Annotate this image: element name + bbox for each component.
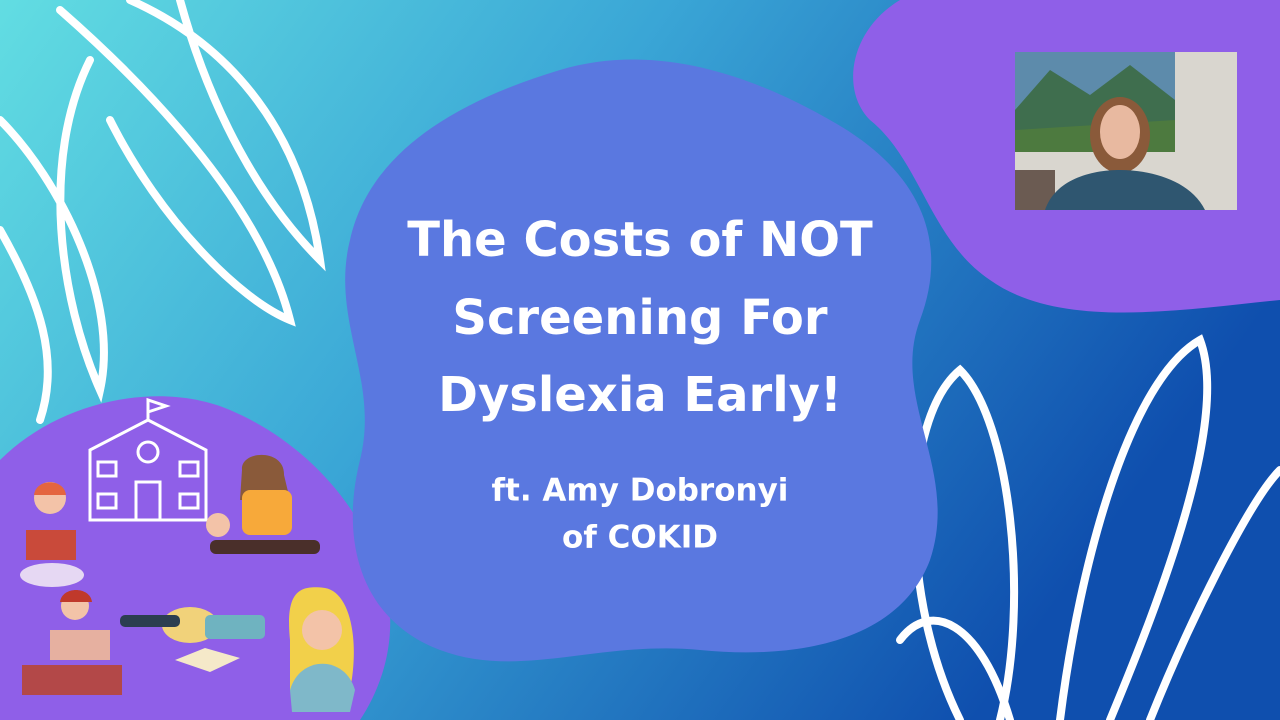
title: The Costs of NOT Screening For Dyslexia … bbox=[407, 212, 873, 423]
title-line: The Costs of NOT bbox=[407, 212, 873, 268]
video-inset bbox=[1015, 52, 1237, 210]
subtitle-line: ft. Amy Dobronyi bbox=[492, 473, 789, 509]
blob-center bbox=[345, 59, 938, 662]
white-loops-left bbox=[0, 0, 326, 424]
subtitle-line: of COKID bbox=[562, 520, 718, 556]
white-loops-right bbox=[896, 334, 1280, 720]
title-line: Screening For bbox=[452, 290, 827, 346]
subtitle: ft. Amy Dobronyi of COKID bbox=[492, 473, 789, 556]
kids-illustrations bbox=[20, 454, 355, 712]
school-icon bbox=[88, 397, 208, 522]
title-line: Dyslexia Early! bbox=[438, 367, 842, 423]
